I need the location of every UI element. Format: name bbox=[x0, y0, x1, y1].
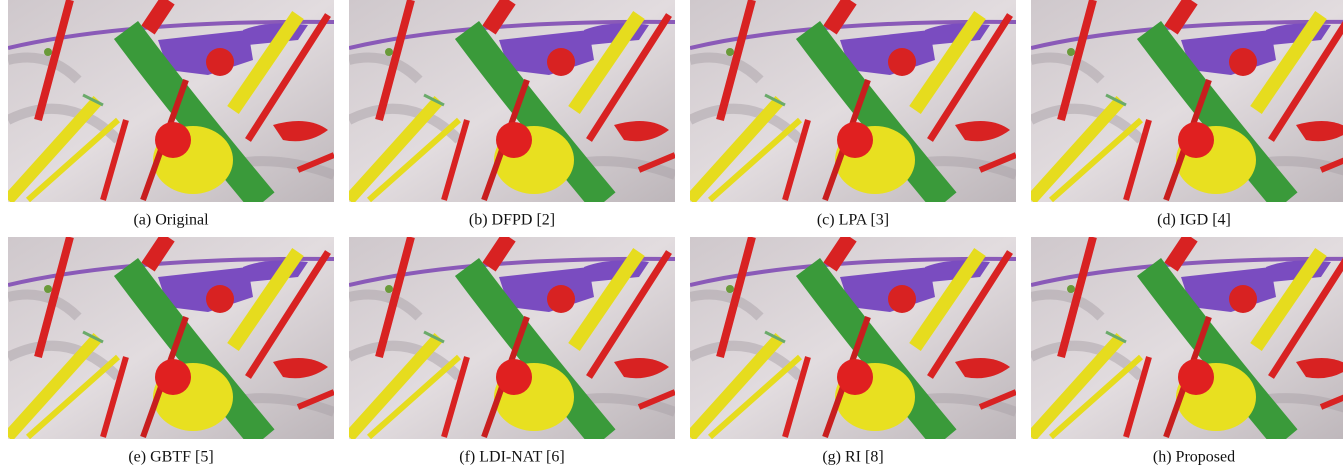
panel-caption: (c) LPA [3] bbox=[817, 212, 889, 229]
panel-caption: (h) Proposed bbox=[1153, 449, 1235, 465]
panel-caption: (a) Original bbox=[133, 212, 209, 229]
figure: (a) Original (b) DFPD [2] (c) LPA [3] (d) I… bbox=[0, 0, 1343, 465]
panel-caption: (b) DFPD [2] bbox=[469, 212, 555, 229]
panel-image bbox=[690, 0, 1016, 202]
panel-image bbox=[349, 237, 675, 439]
panel-image bbox=[690, 237, 1016, 439]
panel-image bbox=[8, 237, 334, 439]
panel-image bbox=[1031, 237, 1343, 439]
panel-image bbox=[349, 0, 675, 202]
panel-image bbox=[8, 0, 334, 202]
panel-caption: (g) RI [8] bbox=[822, 449, 883, 465]
panel-caption: (f) LDI-NAT [6] bbox=[459, 449, 564, 465]
panel-caption: (d) IGD [4] bbox=[1157, 212, 1231, 229]
panel-caption: (e) GBTF [5] bbox=[128, 449, 213, 465]
panel-image bbox=[1031, 0, 1343, 202]
